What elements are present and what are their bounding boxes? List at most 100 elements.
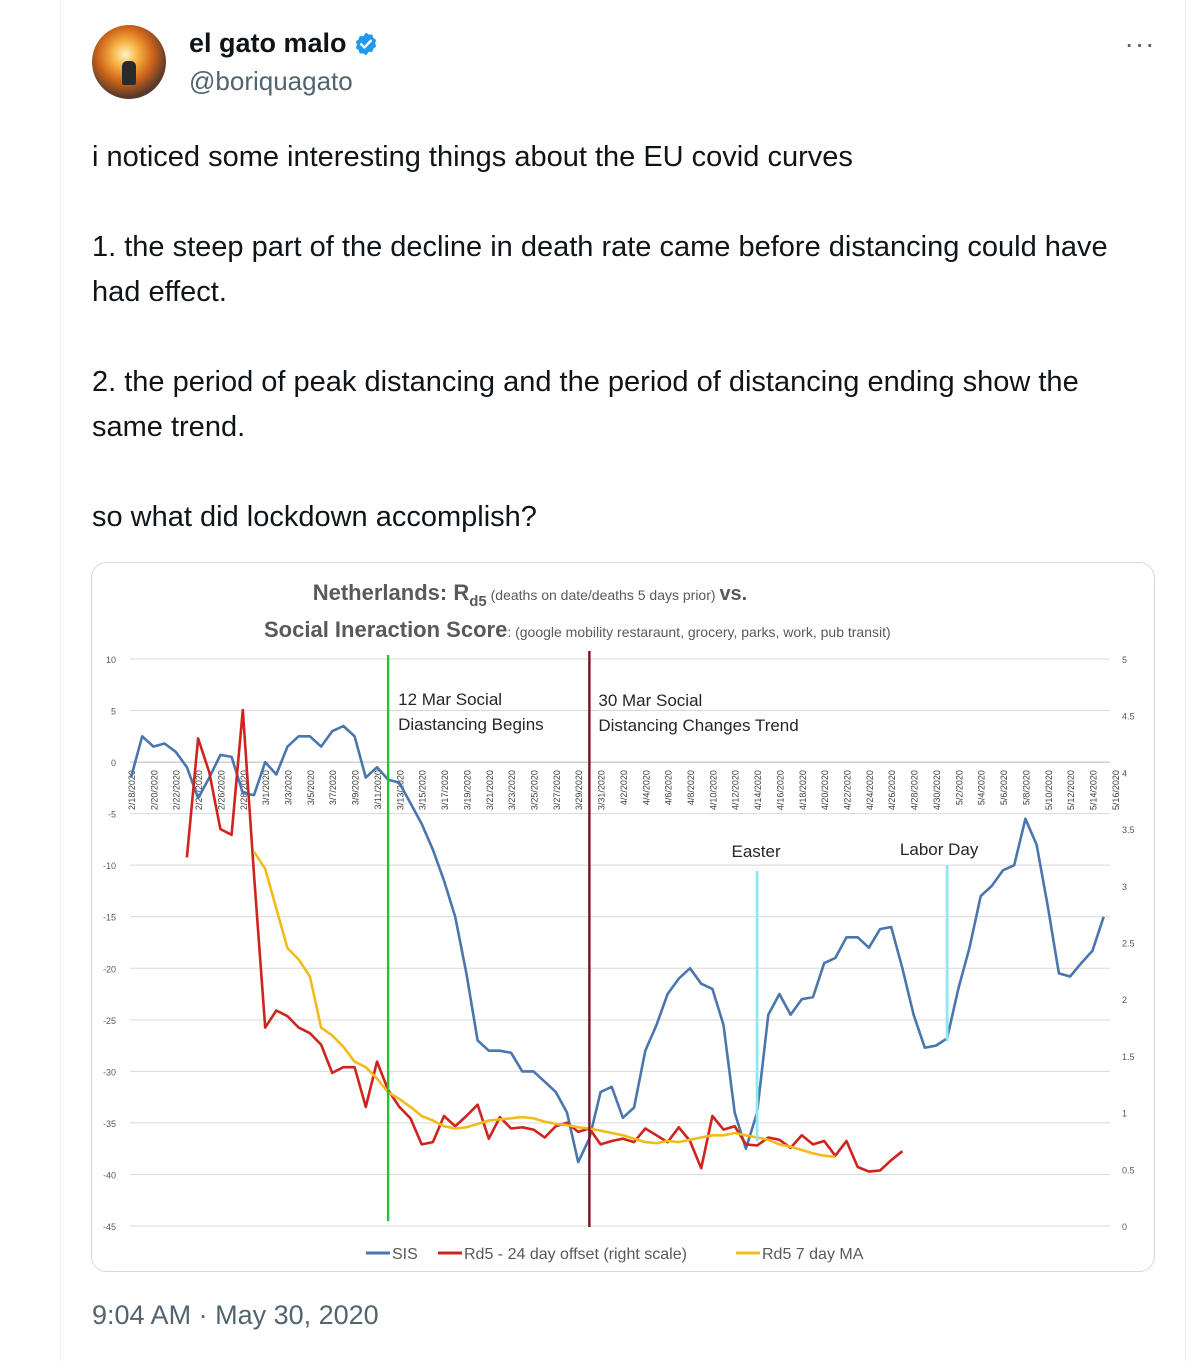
x-axis-tick-label: 4/14/2020 — [753, 770, 763, 810]
left-axis-tick-label: -40 — [103, 1170, 116, 1180]
x-axis-tick-label: 5/8/2020 — [1021, 770, 1031, 805]
x-axis-tick-label: 5/10/2020 — [1044, 770, 1054, 810]
series-line-sis — [129, 724, 1105, 1164]
x-axis-tick-label: 4/26/2020 — [887, 770, 897, 810]
x-axis-tick-label: 3/3/2020 — [284, 770, 294, 805]
x-axis-tick-label: 3/23/2020 — [507, 770, 517, 810]
cat-silhouette-icon — [122, 61, 136, 85]
tweet-paragraph: so what did lockdown accomplish? — [92, 501, 537, 533]
left-axis-tick-label: -10 — [103, 861, 116, 871]
left-axis-tick-label: -25 — [103, 1016, 116, 1026]
right-axis-tick-label: 3 — [1122, 882, 1127, 892]
x-axis-tick-label: 3/7/2020 — [328, 770, 338, 805]
x-axis-tick-label: 3/1/2020 — [261, 770, 271, 805]
x-axis-tick-label: 4/6/2020 — [664, 770, 674, 805]
x-axis-tick-label: 4/12/2020 — [731, 770, 741, 810]
x-axis-tick-label: 5/6/2020 — [999, 770, 1009, 805]
chart-title-line1: Netherlands: Rd5 (deaths on date/deaths … — [313, 580, 748, 610]
x-axis-tick-label: 2/22/2020 — [172, 770, 182, 810]
right-axis-tick-label: 1 — [1122, 1109, 1127, 1119]
x-axis-tick-label: 4/28/2020 — [910, 770, 920, 810]
tweet-paragraph: 2. the period of peak distancing and the… — [92, 366, 1079, 443]
right-axis-tick-label: 4.5 — [1122, 712, 1135, 722]
annotation-label: Distancing Changes Trend — [598, 716, 798, 735]
annotation-label: 30 Mar Social — [598, 691, 702, 710]
avatar[interactable] — [92, 25, 166, 99]
series-line-rd5 — [252, 851, 836, 1159]
chart-annotation-lines — [386, 651, 949, 1227]
x-axis-tick-label: 3/29/2020 — [574, 770, 584, 810]
right-axis-tick-label: 3.5 — [1122, 825, 1135, 835]
x-axis-tick-label: 2/24/2020 — [194, 770, 204, 810]
tweet-paragraph: i noticed some interesting things about … — [92, 141, 853, 173]
right-axis-tick-label: 2.5 — [1122, 939, 1135, 949]
x-axis-tick-label: 4/22/2020 — [843, 770, 853, 810]
x-axis-tick-label: 5/16/2020 — [1111, 770, 1121, 810]
x-axis-tick-label: 3/31/2020 — [597, 770, 607, 810]
legend-label: SIS — [392, 1246, 418, 1263]
x-axis-tick-label: 4/20/2020 — [820, 770, 830, 810]
left-axis-tick-label: -20 — [103, 964, 116, 974]
more-options-icon[interactable]: ··· — [1124, 28, 1156, 59]
annotation-label: 12 Mar Social — [398, 690, 502, 709]
right-axis-tick-label: 4 — [1122, 768, 1127, 778]
author-handle[interactable]: @boriquagato — [189, 66, 353, 96]
x-axis-tick-label: 3/11/2020 — [373, 770, 383, 809]
left-axis-tick-label: 5 — [111, 707, 116, 717]
x-axis-tick-label: 3/19/2020 — [462, 770, 472, 810]
chart-subtitle-note: : (google mobility restaraunt, grocery, … — [507, 624, 890, 640]
x-axis-tick-label: 4/4/2020 — [641, 770, 651, 805]
tweet-timestamp: 9:04 AM · May 30, 2020 — [92, 1300, 379, 1331]
annotation-label: Diastancing Begins — [398, 715, 544, 734]
left-axis-tick-label: -15 — [103, 913, 116, 923]
x-axis-tick-label: 2/26/2020 — [216, 770, 226, 810]
chart-subtitle-main: Social Ineraction Score — [264, 617, 507, 642]
left-axis-tick-label: -45 — [103, 1222, 116, 1232]
right-axis-tick-label: 5 — [1122, 655, 1127, 665]
legend-label: Rd5 - 24 day offset (right scale) — [464, 1246, 687, 1263]
left-axis-tick-label: -35 — [103, 1119, 116, 1129]
x-axis-tick-label: 5/14/2020 — [1088, 770, 1098, 810]
tweet-date[interactable]: May 30, 2020 — [215, 1300, 379, 1330]
tweet-text: i noticed some interesting things about … — [92, 135, 1112, 540]
x-axis-tick-label: 4/8/2020 — [686, 770, 696, 805]
annotation-label: Easter — [732, 842, 781, 861]
x-axis-tick-label: 3/5/2020 — [306, 770, 316, 805]
author-name-text: el gato malo — [189, 28, 347, 58]
x-axis-tick-label: 3/17/2020 — [440, 770, 450, 810]
chart-series — [129, 708, 1105, 1173]
x-axis-tick-label: 2/18/2020 — [127, 770, 137, 810]
x-axis-tick-label: 4/16/2020 — [775, 770, 785, 810]
right-axis-tick-label: 2 — [1122, 995, 1127, 1005]
chart-legend: SIS Rd5 - 24 day offset (right scale) Rd5 … — [366, 1246, 864, 1263]
x-axis-tick-label: 3/25/2020 — [529, 770, 539, 810]
left-axis-tick-label: 10 — [106, 655, 116, 665]
tweet-paragraph: 1. the steep part of the decline in deat… — [92, 231, 1108, 308]
right-axis-tick-label: 0.5 — [1122, 1165, 1135, 1175]
timestamp-separator: · — [198, 1300, 208, 1330]
x-axis-tick-label: 4/10/2020 — [708, 770, 718, 810]
right-axis-tick-label: 1.5 — [1122, 1052, 1135, 1062]
chart: Netherlands: Rd5 (deaths on date/deaths … — [92, 563, 1154, 1271]
series-line-rd5 — [185, 708, 904, 1173]
x-axis-tick-label: 5/12/2020 — [1066, 770, 1076, 810]
x-axis-tick-label: 3/9/2020 — [351, 770, 361, 805]
chart-title-end: vs. — [719, 583, 747, 605]
chart-title-main: Netherlands: R — [313, 580, 470, 605]
tweet-time[interactable]: 9:04 AM — [92, 1300, 192, 1330]
author-name[interactable]: el gato malo — [189, 28, 379, 59]
x-axis-tick-label: 2/28/2020 — [239, 770, 249, 810]
right-axis-tick-label: 0 — [1122, 1222, 1127, 1232]
x-axis-tick-label: 3/21/2020 — [485, 770, 495, 810]
left-axis-tick-label: 0 — [111, 758, 116, 768]
annotation-label: Labor Day — [900, 840, 979, 859]
x-axis-tick-label: 5/2/2020 — [954, 770, 964, 805]
tweet-media-chart[interactable]: Netherlands: Rd5 (deaths on date/deaths … — [91, 562, 1155, 1272]
x-axis-tick-label: 4/24/2020 — [865, 770, 875, 810]
x-axis-tick-label: 4/30/2020 — [932, 770, 942, 810]
x-axis-tick-label: 4/2/2020 — [619, 770, 629, 805]
legend-label: Rd5 7 day MA — [762, 1246, 864, 1263]
x-axis-tick-label: 5/4/2020 — [977, 770, 987, 805]
x-axis-tick-label: 4/18/2020 — [798, 770, 808, 810]
x-axis-tick-label: 3/27/2020 — [552, 770, 562, 810]
